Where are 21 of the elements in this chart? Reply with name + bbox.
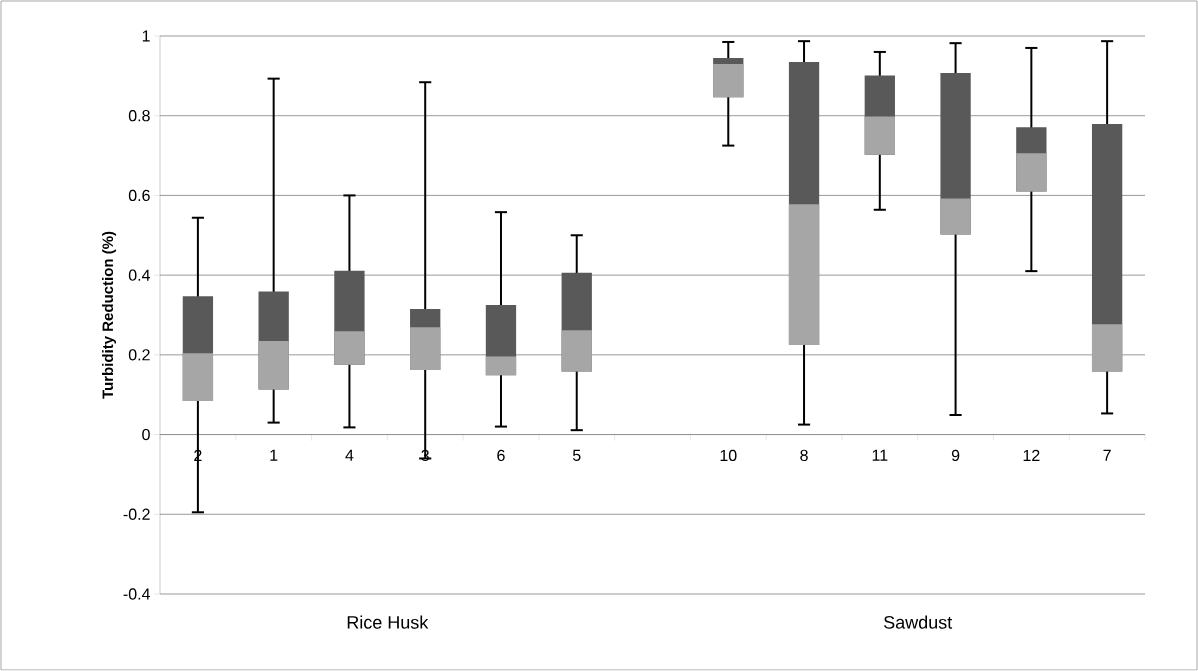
x-tick-label: 7: [1103, 449, 1111, 461]
y-tick-label: 1: [142, 30, 150, 42]
x-tick-label: 11: [872, 449, 888, 461]
y-tick-label: 0.2: [128, 349, 150, 361]
x-tick-label: 6: [497, 449, 505, 462]
x-tick-label: 10: [720, 449, 737, 462]
y-tick-label: 0.6: [128, 189, 150, 202]
y-tick-label: 0.4: [128, 269, 150, 281]
x-tick-label: 12: [1023, 449, 1040, 461]
y-tick-label: 0: [142, 428, 150, 441]
y-tick-label: 0.8: [128, 110, 150, 122]
x-tick-label: 4: [345, 449, 354, 461]
x-tick-label: 8: [800, 449, 808, 462]
text: Rice Husk: [347, 615, 429, 629]
x-tick-label: 9: [951, 449, 960, 462]
x-tick-label: 5: [572, 449, 581, 461]
y-tick-label: -0.4: [123, 588, 150, 600]
y-tick-label: -0.2: [123, 508, 150, 520]
text: Sawdust: [883, 615, 953, 629]
y-axis-title: Turbidity Reduction (%): [102, 231, 117, 399]
x-tick-label: 1: [270, 449, 278, 461]
